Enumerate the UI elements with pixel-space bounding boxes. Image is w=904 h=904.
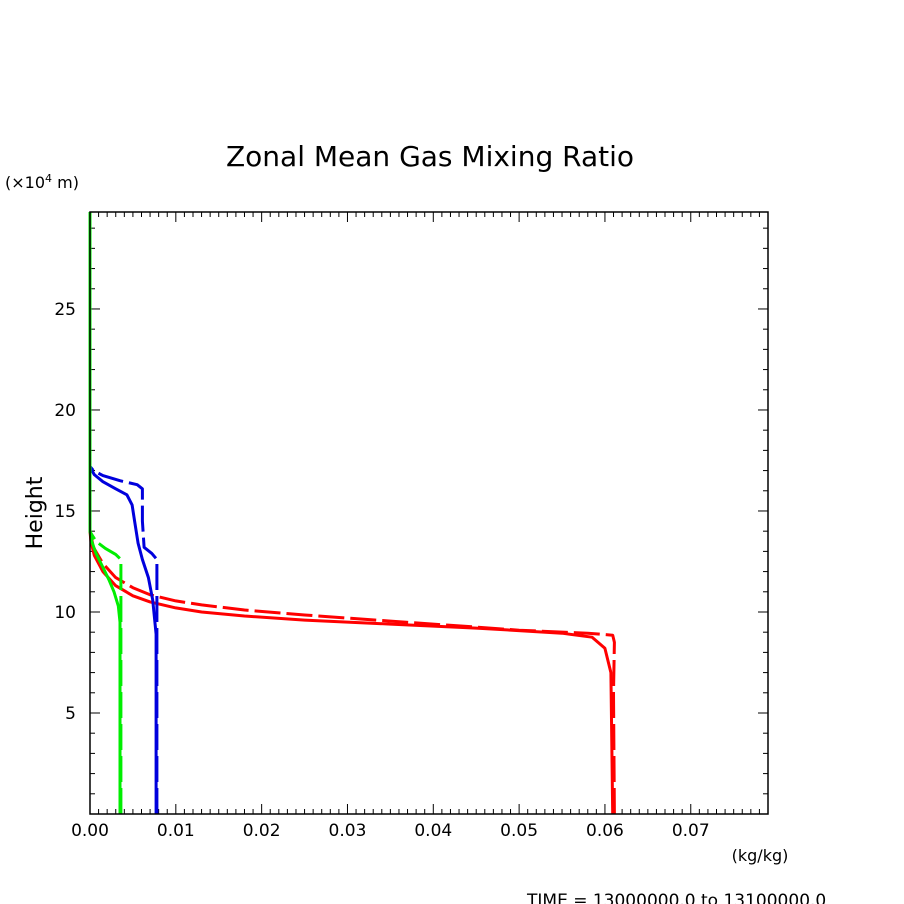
series-line-4 [88,465,159,814]
x-tick-label: 0.05 [500,821,538,841]
footer-time-range: TIME = 13000000.0 to 13100000.0 [526,891,826,904]
chart-title: Zonal Mean Gas Mixing Ratio [226,140,634,173]
series-line-1 [88,531,615,815]
y-unit-label: (×104 m) [5,172,79,193]
x-tick-label: 0.02 [243,821,281,841]
y-tick-label: 20 [54,401,76,421]
x-tick-label: 0.00 [71,821,109,841]
x-axis-label: (kg/kg) [732,846,789,865]
series-line-6 [88,530,123,814]
series-line-2 [88,530,616,815]
y-tick-label: 5 [65,704,76,724]
series-line-3 [88,465,158,814]
series-line-5 [88,212,122,814]
x-tick-label: 0.04 [414,821,452,841]
y-tick-label: 10 [54,603,76,623]
y-tick-label: 25 [54,300,76,320]
plot-frame [89,211,769,815]
y-tick-label: 15 [54,502,76,522]
x-tick-label: 0.01 [157,821,195,841]
x-tick-label: 0.06 [586,821,624,841]
y-axis-label: Height [23,476,48,549]
x-tick-label: 0.07 [672,821,710,841]
x-tick-label: 0.03 [329,821,367,841]
